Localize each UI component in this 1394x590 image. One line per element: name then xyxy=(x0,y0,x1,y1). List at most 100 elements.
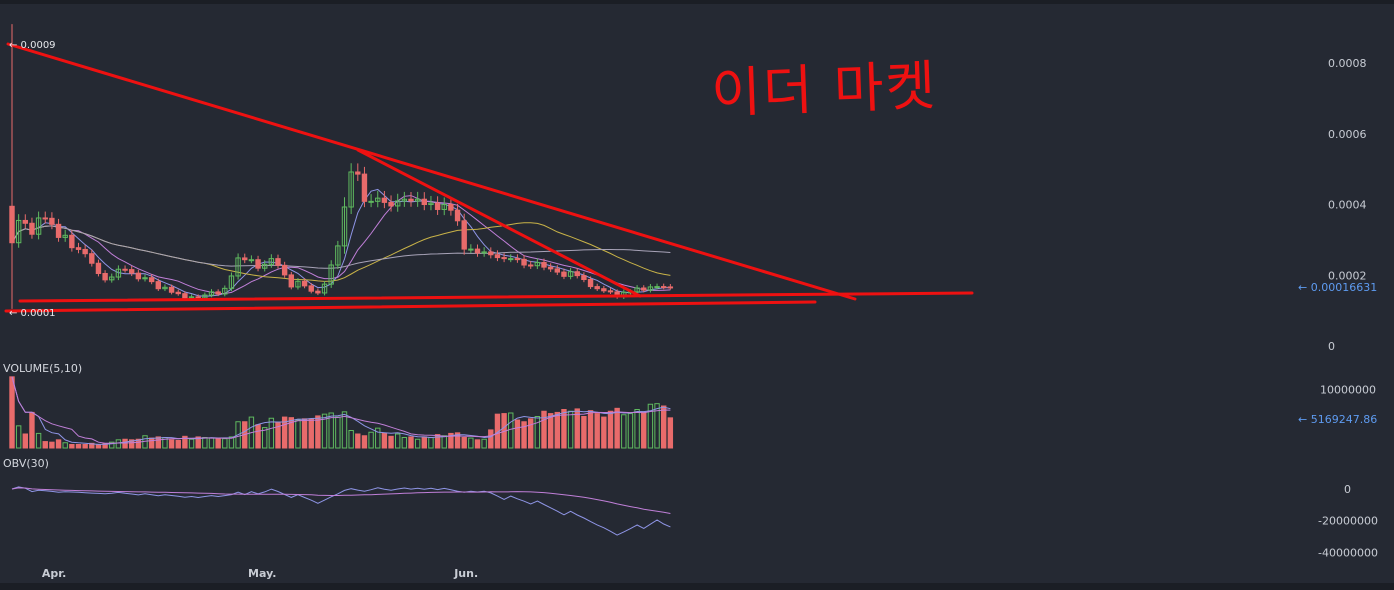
volume-bar xyxy=(474,439,481,449)
volume-bar xyxy=(95,444,102,449)
volume-bar xyxy=(49,441,55,449)
candle-body xyxy=(275,258,281,266)
volume-bar xyxy=(301,418,308,449)
volume-bar xyxy=(355,433,361,449)
candle-body xyxy=(667,286,674,289)
volume-bar xyxy=(129,439,135,449)
month-label: Apr. xyxy=(42,567,66,580)
price-moving-averages xyxy=(11,188,671,297)
volume-bar xyxy=(401,437,408,449)
volume-bar xyxy=(42,441,48,449)
volume-bar xyxy=(667,417,674,449)
candle-body xyxy=(594,286,600,290)
volume-bar xyxy=(627,413,634,449)
candle-body xyxy=(434,202,441,210)
volume-bar xyxy=(328,412,334,449)
volume-bar xyxy=(414,438,421,449)
volume-bar xyxy=(168,439,175,449)
volume-bar xyxy=(534,416,541,449)
candle-body xyxy=(95,262,102,274)
volume-panel-title: VOLUME(5,10) xyxy=(3,362,82,375)
candle-body xyxy=(514,258,521,261)
volume-bar xyxy=(601,416,607,449)
candle-body xyxy=(454,209,461,222)
candle-body xyxy=(601,288,607,292)
volume-bar xyxy=(9,376,15,449)
obv-line xyxy=(11,486,671,536)
candle-body xyxy=(474,248,481,254)
candle-body xyxy=(215,291,221,295)
candle-body xyxy=(288,274,295,288)
volume-bar xyxy=(15,425,22,449)
volume-bar xyxy=(321,413,328,449)
volume-bar xyxy=(122,438,128,449)
price-axis-tick: 0.0006 xyxy=(1328,128,1367,141)
volume-bar xyxy=(521,421,527,449)
candle-body xyxy=(35,217,42,235)
volume-bar xyxy=(481,438,487,449)
volume-bar xyxy=(441,435,447,449)
candle-body xyxy=(335,245,341,266)
candle-body xyxy=(574,271,580,277)
candle-body xyxy=(315,290,321,294)
volume-bar xyxy=(208,437,215,449)
month-label: May. xyxy=(248,567,276,580)
candle-body xyxy=(567,271,574,277)
candle-body xyxy=(654,286,660,289)
candle-body xyxy=(162,286,168,290)
volume-bar xyxy=(461,437,467,449)
candle-body xyxy=(501,257,507,260)
candle-body xyxy=(222,287,228,295)
volume-bar xyxy=(335,416,341,449)
volume-bar xyxy=(55,439,62,449)
candle-body xyxy=(49,217,55,225)
volume-bar xyxy=(634,409,640,449)
volume-bar xyxy=(29,411,35,449)
candle-body xyxy=(534,262,541,267)
obv-panel-title: OBV(30) xyxy=(3,457,49,470)
candle-body xyxy=(195,296,201,299)
volume-bar xyxy=(222,438,228,449)
obv-axis-tick: -40000000 xyxy=(1318,546,1378,559)
volume-bar xyxy=(82,444,88,449)
candle-body xyxy=(428,202,434,206)
volume-bar xyxy=(607,410,614,449)
bottom-bar xyxy=(0,583,1394,590)
volume-bar xyxy=(255,424,261,449)
obv-series: OBV(30) xyxy=(3,457,671,536)
candle-body xyxy=(481,251,487,254)
volume-bar xyxy=(155,436,162,449)
volume-bar xyxy=(89,442,95,449)
volume-bar xyxy=(348,430,354,449)
candle-body xyxy=(461,220,467,250)
candle-body xyxy=(295,280,301,288)
candle-body xyxy=(441,204,447,210)
candle-body xyxy=(381,197,388,203)
candle-body xyxy=(301,280,308,287)
volume-bar xyxy=(35,432,42,449)
volume-ma5-line xyxy=(11,376,671,445)
candle-body xyxy=(328,264,334,285)
volume-bar xyxy=(567,410,574,449)
candle-body xyxy=(547,266,554,270)
candle-body xyxy=(182,293,188,299)
volume-bar xyxy=(195,436,201,449)
annotation-text: 이더 마켓 xyxy=(710,54,938,125)
volume-bar xyxy=(428,437,434,449)
volume-bar xyxy=(22,433,29,449)
volume-bar xyxy=(109,441,115,449)
volume-axis-tick: 10000000 xyxy=(1320,384,1376,397)
candle-body xyxy=(175,291,181,295)
trendline xyxy=(356,148,642,298)
candle-body xyxy=(395,200,401,207)
candle-body xyxy=(488,251,494,256)
volume-bar xyxy=(148,437,155,449)
candle-body xyxy=(641,287,647,291)
candle-body xyxy=(361,173,368,202)
candlestick-series xyxy=(9,24,674,309)
volume-bar xyxy=(308,418,314,449)
price-axis-tick: 0.0008 xyxy=(1328,57,1367,70)
volume-bar xyxy=(315,415,321,449)
